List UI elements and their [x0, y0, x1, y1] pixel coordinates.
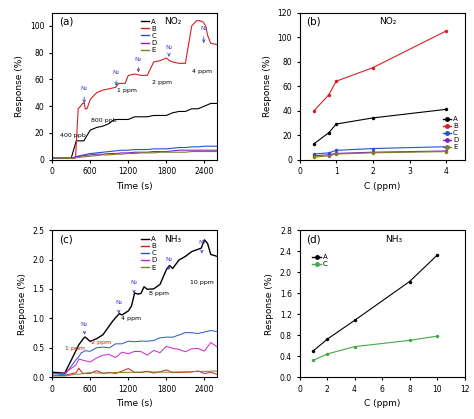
Text: 10 ppm: 10 ppm [191, 280, 214, 285]
X-axis label: Time (s): Time (s) [116, 399, 153, 408]
Y-axis label: Response (%): Response (%) [18, 273, 27, 334]
Text: (b): (b) [306, 17, 321, 27]
X-axis label: Time (s): Time (s) [116, 182, 153, 191]
Y-axis label: Response (%): Response (%) [263, 55, 272, 117]
Text: (a): (a) [59, 17, 73, 27]
Legend: A, B, C, D, E: A, B, C, D, E [138, 16, 159, 56]
Text: 4 ppm: 4 ppm [191, 69, 212, 74]
Text: 1 ppm: 1 ppm [117, 88, 137, 93]
Y-axis label: Response (%): Response (%) [265, 273, 274, 334]
Text: N₂: N₂ [115, 300, 122, 313]
Text: N₂: N₂ [135, 57, 142, 72]
Text: (c): (c) [59, 235, 73, 245]
Y-axis label: Response (%): Response (%) [16, 55, 25, 117]
Text: 8 ppm: 8 ppm [149, 291, 169, 296]
Text: 1 ppm: 1 ppm [65, 346, 85, 351]
Text: 400 ppb: 400 ppb [60, 133, 85, 138]
Text: N₂: N₂ [130, 280, 137, 293]
Text: NO₂: NO₂ [164, 17, 182, 26]
Text: 2 ppm: 2 ppm [91, 340, 111, 345]
Text: NO₂: NO₂ [379, 17, 396, 26]
Legend: A, B, C, D, E: A, B, C, D, E [440, 114, 461, 153]
X-axis label: C (ppm): C (ppm) [364, 399, 400, 408]
Text: N₂: N₂ [165, 45, 173, 56]
Text: 2 ppm: 2 ppm [152, 80, 173, 85]
Text: N₂: N₂ [165, 257, 173, 269]
Text: N₂: N₂ [81, 86, 88, 102]
Legend: A, B, C, D, E: A, B, C, D, E [138, 233, 159, 273]
Text: N₂: N₂ [113, 70, 120, 85]
Text: NH₃: NH₃ [164, 235, 182, 243]
Text: 4 ppm: 4 ppm [121, 316, 141, 321]
Text: 800 ppb: 800 ppb [91, 119, 117, 124]
Text: N₂: N₂ [198, 241, 206, 253]
Text: NH₃: NH₃ [385, 235, 402, 243]
X-axis label: C (ppm): C (ppm) [364, 182, 400, 191]
Text: (d): (d) [306, 235, 321, 245]
Text: N₂: N₂ [81, 321, 88, 334]
Text: N₂: N₂ [200, 26, 208, 42]
Legend: A, C: A, C [310, 251, 330, 270]
